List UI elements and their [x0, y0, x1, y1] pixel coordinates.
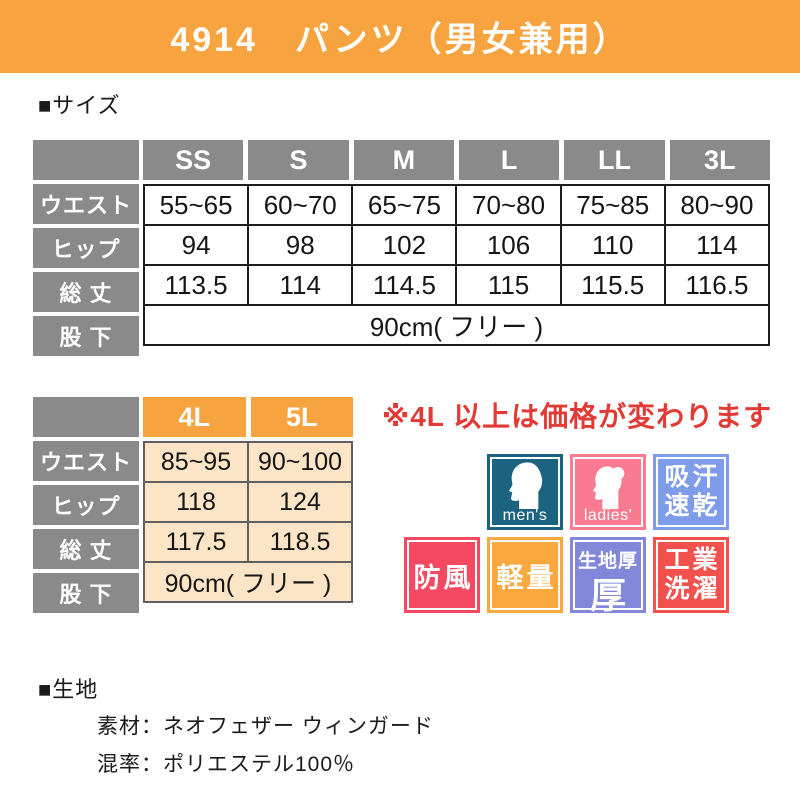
table-row: 117.5 118.5	[143, 521, 353, 563]
cell-hip: 110	[559, 224, 666, 266]
female-profile-icon	[593, 466, 625, 509]
badge-lightweight: 軽量	[487, 537, 563, 613]
table-row: 55~65 60~70 65~75 70~80 75~85 80~90	[142, 184, 771, 226]
cell-total-length: 114.5	[351, 264, 458, 306]
badge-thick-fabric-big-char: 厚	[589, 575, 626, 616]
badge-lightweight-text: 軽量	[496, 562, 557, 593]
badge-absorb-quick-dry: 吸汗 速乾	[653, 454, 729, 530]
row-label-waist: ウエスト	[33, 184, 139, 224]
column-header: 3L	[669, 140, 770, 180]
badge-mens: men's	[487, 454, 563, 530]
table-row: 118 124	[143, 481, 353, 523]
row-label-hip: ヒップ	[33, 228, 139, 268]
cell-hip: 106	[455, 224, 562, 266]
cell-waist: 70~80	[455, 184, 562, 226]
row-label-total-length: 総 丈	[33, 529, 139, 569]
row-label-inseam: 股 下	[33, 573, 139, 613]
badge-absorb-text: 吸汗 速乾	[653, 454, 729, 530]
cell-hip: 94	[142, 224, 250, 266]
badge-mens-label: men's	[502, 507, 548, 524]
cell-total-length: 116.5	[663, 264, 771, 306]
cell-waist: 80~90	[663, 184, 771, 226]
badge-ladies-label: ladies'	[583, 507, 633, 524]
table-row: 94 98 102 106 110 114	[142, 224, 771, 266]
table-corner-cell	[33, 140, 139, 180]
price-change-note: ※4L 以上は価格が変わります	[382, 401, 773, 432]
row-label-waist: ウエスト	[33, 441, 139, 481]
cell-waist: 90~100	[247, 441, 353, 483]
badge-thick-fabric-text: 生地厚	[577, 551, 638, 572]
badge-text-line: 工業	[664, 545, 721, 574]
cell-total-length: 114	[247, 264, 354, 306]
table-row: 85~95 90~100	[143, 441, 353, 483]
badge-thick-fabric: 生地厚 厚	[570, 537, 646, 616]
badge-windproof-text: 防風	[413, 562, 474, 593]
fabric-material-line: 素材：ネオフェザー ウィンガード	[97, 715, 434, 738]
table-row: 90cm( フリー )	[143, 561, 353, 603]
cell-total-length: 115	[455, 264, 562, 306]
cell-waist: 65~75	[351, 184, 458, 226]
size-table-main: SS S M L LL 3L ウエスト ヒップ 総 丈 股 下 55~65 60…	[33, 140, 771, 362]
cell-waist: 85~95	[143, 441, 249, 483]
size-table-large: 4L 5L ウエスト ヒップ 総 丈 股 下 85~95 90~100 118 …	[33, 397, 353, 619]
badge-text-line: 速乾	[664, 492, 721, 520]
column-header: M	[353, 140, 454, 180]
cell-total-length: 118.5	[247, 521, 353, 563]
badge-ladies: ladies'	[570, 454, 646, 530]
column-header: LL	[564, 140, 665, 180]
row-label-inseam: 股 下	[33, 316, 139, 356]
title-banner: 4914 パンツ（男女兼用）	[0, 0, 800, 73]
cell-hip: 114	[663, 224, 771, 266]
product-title: 4914 パンツ（男女兼用）	[170, 21, 630, 59]
cell-hip: 102	[351, 224, 458, 266]
badge-text-line: 吸汗	[664, 462, 721, 491]
table-row: 113.5 114 114.5 115 115.5 116.5	[142, 264, 771, 306]
column-header: SS	[143, 140, 244, 180]
size-section-heading: ■サイズ	[38, 93, 121, 118]
cell-inseam-span: 90cm( フリー )	[143, 304, 770, 346]
badge-text-line: 洗濯	[664, 575, 721, 603]
cell-hip: 124	[247, 481, 353, 523]
row-label-total-length: 総 丈	[33, 272, 139, 312]
badge-industrial-wash: 工業 洗濯	[653, 537, 729, 613]
cell-waist: 75~85	[559, 184, 666, 226]
cell-hip: 98	[247, 224, 354, 266]
table-row: 90cm( フリー )	[143, 304, 770, 346]
size-table-large-data: 85~95 90~100 118 124 117.5 118.5 90cm( フ…	[143, 441, 353, 603]
cell-total-length: 113.5	[142, 264, 250, 306]
column-header: 5L	[250, 397, 353, 437]
badge-windproof: 防風	[404, 537, 480, 613]
cell-total-length: 115.5	[559, 264, 666, 306]
size-table-large-header: 4L 5L	[143, 397, 353, 437]
male-profile-icon	[509, 462, 543, 509]
cell-hip: 118	[143, 481, 249, 523]
row-label-hip: ヒップ	[33, 485, 139, 525]
table-corner-cell	[33, 397, 139, 437]
column-header: 4L	[143, 397, 246, 437]
badge-industrial-text: 工業 洗濯	[653, 537, 729, 613]
column-header: S	[248, 140, 349, 180]
column-header: L	[458, 140, 560, 180]
fabric-blend-line: 混率：ポリエステル100％	[97, 753, 356, 776]
cell-total-length: 117.5	[143, 521, 249, 563]
size-table-main-data: 55~65 60~70 65~75 70~80 75~85 80~90 94 9…	[142, 184, 771, 346]
size-table-main-labels: ウエスト ヒップ 総 丈 股 下	[33, 184, 139, 356]
cell-waist: 55~65	[142, 184, 250, 226]
cell-inseam-span: 90cm( フリー )	[143, 561, 353, 603]
cell-waist: 60~70	[247, 184, 354, 226]
fabric-section-heading: ■生地	[38, 677, 99, 702]
size-table-large-labels: ウエスト ヒップ 総 丈 股 下	[33, 441, 139, 613]
size-table-main-header: SS S M L LL 3L	[143, 140, 770, 180]
